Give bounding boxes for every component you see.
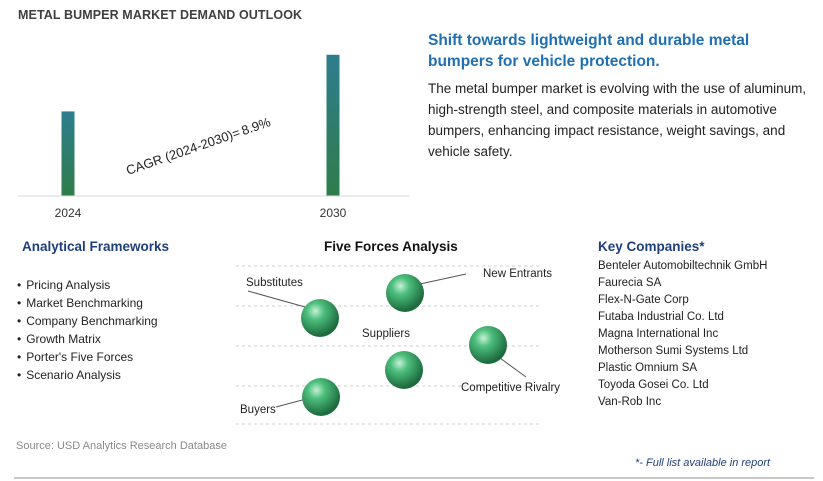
list-item: Van-Rob Inc xyxy=(598,396,662,408)
key-companies-title: Key Companies* xyxy=(598,239,705,254)
list-item: Faurecia SA xyxy=(598,277,662,289)
list-item: Futaba Industrial Co. Ltd xyxy=(598,311,724,323)
bar-2024 xyxy=(61,111,75,196)
sphere-icon xyxy=(301,299,339,337)
list-item: Motherson Sumi Systems Ltd xyxy=(598,345,749,357)
connector-line xyxy=(275,398,307,408)
sphere-icon xyxy=(385,351,423,389)
list-item: Company Benchmarking xyxy=(17,312,157,330)
list-item: Scenario Analysis xyxy=(17,366,158,384)
list-item: Growth Matrix xyxy=(17,330,158,348)
list-item: Plastic Omnium SA xyxy=(598,362,698,374)
force-label-suppliers: Suppliers xyxy=(362,328,410,340)
connector-line xyxy=(247,290,306,308)
force-label-competitive-rivalry: Competitive Rivalry xyxy=(461,382,560,394)
sphere-icon xyxy=(302,378,340,416)
bottom-divider xyxy=(14,477,814,479)
key-companies-list: Benteler Automobiltechnik GmbH Faurecia … xyxy=(598,258,767,411)
source-note: Source: USD Analytics Research Database xyxy=(16,440,227,452)
frameworks-title: Analytical Frameworks xyxy=(22,239,170,254)
footnote: *- Full list available in report xyxy=(635,457,771,469)
list-item: Flex-N-Gate Corp xyxy=(598,294,689,306)
list-item: Market Benchmarking xyxy=(17,294,158,312)
list-item: Benteler Automobiltechnik GmbH xyxy=(598,260,768,272)
connector-line xyxy=(419,273,467,285)
headline: Shift towards lightweight and durable me… xyxy=(428,32,750,70)
force-label-buyers: Buyers xyxy=(240,404,276,416)
connector-line xyxy=(499,357,527,378)
force-label-substitutes: Substitutes xyxy=(246,277,303,289)
five-forces-title: Five Forces Analysis xyxy=(324,239,458,254)
frameworks-list: Pricing Analysis Market Benchmarking Com… xyxy=(17,276,158,384)
chart-title: METAL BUMPER MARKET DEMAND OUTLOOK xyxy=(18,8,303,22)
bar-2030 xyxy=(326,54,340,196)
force-label-new-entrants: New Entrants xyxy=(483,268,552,280)
list-item: Porter's Five Forces xyxy=(17,348,158,366)
x-tick-label: 2030 xyxy=(320,206,347,220)
sphere-icon xyxy=(386,274,424,312)
list-item: Toyoda Gosei Co. Ltd xyxy=(598,379,709,391)
x-tick-label: 2024 xyxy=(55,206,82,220)
sphere-icon xyxy=(469,326,507,364)
list-item: Magna International Inc xyxy=(598,328,719,340)
list-item: Pricing Analysis xyxy=(17,276,158,294)
description: The metal bumper market is evolving with… xyxy=(428,81,807,159)
